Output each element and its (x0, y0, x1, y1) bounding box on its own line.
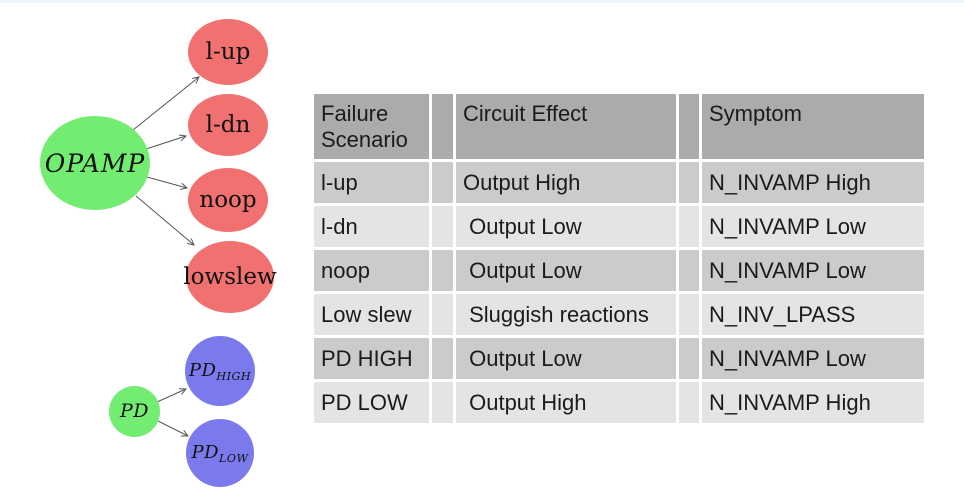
failure-scenario-cell: l-dn (314, 206, 429, 247)
edge-pd-to-pd-high (156, 388, 188, 403)
symptom-cell: N_INVAMP High (702, 382, 924, 423)
edge-opamp-to-noop (146, 176, 189, 190)
node-label: l-dn (205, 111, 251, 138)
spacer-cell (679, 206, 699, 247)
fault-tree-diagram: OPAMP l-up l-dn noop lowslew PD PDHIGH PDLOW (0, 0, 330, 492)
spacer-cell (432, 382, 453, 423)
edge-opamp-to-l-up (132, 76, 200, 131)
spacer-cell (432, 338, 453, 379)
failure-scenario-cell: Low slew (314, 294, 429, 335)
symptom-cell: N_INVAMP Low (702, 250, 924, 291)
failure-scenario-cell: PD HIGH (314, 338, 429, 379)
edge-opamp-to-lowslew (135, 195, 195, 246)
spacer-cell (679, 294, 699, 335)
node-label: PD (119, 400, 150, 422)
node-label: noop (199, 186, 257, 213)
node-l-up: l-up (188, 19, 268, 85)
node-l-dn: l-dn (188, 94, 268, 156)
node-label-subscript: HIGH (216, 369, 252, 383)
symptom-cell: N_INVAMP Low (702, 206, 924, 247)
column-header-failure-scenario: Failure Scenario (314, 94, 429, 159)
table-body: l-up Output High N_INVAMP High l-dn Output … (314, 162, 924, 423)
failure-scenario-table: Failure Scenario Circuit Effect Symptom … (311, 91, 927, 426)
symptom-cell: N_INVAMP Low (702, 338, 924, 379)
table-row-low-slew: Low slew Sluggish reactions N_INV_LPASS (314, 294, 924, 335)
node-label: l-up (205, 38, 251, 65)
spacer-cell (679, 338, 699, 379)
spacer-cell (432, 162, 453, 203)
table-row-pd-high: PD HIGH Output Low N_INVAMP Low (314, 338, 924, 379)
node-lowslew: lowslew (183, 241, 277, 313)
table-row-l-up: l-up Output High N_INVAMP High (314, 162, 924, 203)
circuit-effect-cell: Output High (456, 382, 676, 423)
failure-scenario-cell: PD LOW (314, 382, 429, 423)
table-header-row: Failure Scenario Circuit Effect Symptom (314, 94, 924, 159)
edge-pd-to-pd-low (157, 420, 189, 437)
node-opamp: OPAMP (40, 116, 150, 210)
failure-scenario-cell: l-up (314, 162, 429, 203)
circuit-effect-cell: Output High (456, 162, 676, 203)
node-label: PDHIGH (188, 360, 252, 383)
node-label: OPAMP (44, 148, 146, 178)
node-noop: noop (188, 168, 268, 232)
edge-opamp-to-l-dn (145, 134, 188, 150)
column-header-spacer-1 (432, 94, 453, 159)
spacer-cell (679, 162, 699, 203)
column-header-symptom: Symptom (702, 94, 924, 159)
spacer-cell (679, 250, 699, 291)
table-row-l-dn: l-dn Output Low N_INVAMP Low (314, 206, 924, 247)
spacer-cell (679, 382, 699, 423)
top-edge-strip (0, 0, 964, 3)
node-pd-high: PDHIGH (185, 336, 255, 406)
symptom-cell: N_INV_LPASS (702, 294, 924, 335)
table-row-noop: noop Output Low N_INVAMP Low (314, 250, 924, 291)
spacer-cell (432, 294, 453, 335)
circuit-effect-cell: Output Low (456, 250, 676, 291)
spacer-cell (432, 206, 453, 247)
circuit-effect-cell: Sluggish reactions (456, 294, 676, 335)
diagram-arrows (132, 76, 200, 437)
node-pd-low: PDLOW (186, 419, 254, 487)
node-label: lowslew (183, 263, 277, 290)
failure-scenario-cell: noop (314, 250, 429, 291)
spacer-cell (432, 250, 453, 291)
table-row-pd-low: PD LOW Output High N_INVAMP High (314, 382, 924, 423)
circuit-effect-cell: Output Low (456, 206, 676, 247)
column-header-spacer-2 (679, 94, 699, 159)
symptom-cell: N_INVAMP High (702, 162, 924, 203)
circuit-effect-cell: Output Low (456, 338, 676, 379)
column-header-circuit-effect: Circuit Effect (456, 94, 676, 159)
node-label-subscript: LOW (219, 451, 249, 465)
node-label: PDLOW (191, 442, 249, 465)
node-pd: PD (109, 386, 160, 437)
